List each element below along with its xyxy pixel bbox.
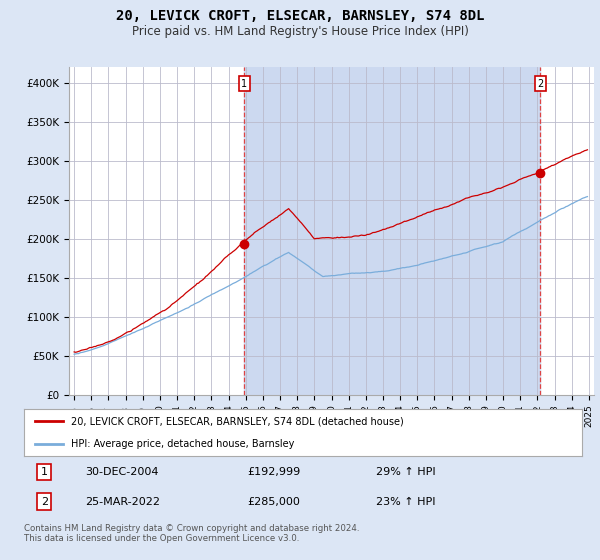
Text: Price paid vs. HM Land Registry's House Price Index (HPI): Price paid vs. HM Land Registry's House … xyxy=(131,25,469,38)
Text: 1: 1 xyxy=(241,78,247,88)
Text: £192,999: £192,999 xyxy=(247,467,301,477)
Text: £285,000: £285,000 xyxy=(247,497,300,507)
Text: 25-MAR-2022: 25-MAR-2022 xyxy=(85,497,160,507)
Text: 2: 2 xyxy=(41,497,48,507)
Text: 20, LEVICK CROFT, ELSECAR, BARNSLEY, S74 8DL: 20, LEVICK CROFT, ELSECAR, BARNSLEY, S74… xyxy=(116,9,484,23)
Text: 20, LEVICK CROFT, ELSECAR, BARNSLEY, S74 8DL (detached house): 20, LEVICK CROFT, ELSECAR, BARNSLEY, S74… xyxy=(71,416,404,426)
Text: 1: 1 xyxy=(41,467,48,477)
Text: HPI: Average price, detached house, Barnsley: HPI: Average price, detached house, Barn… xyxy=(71,439,295,449)
Text: 23% ↑ HPI: 23% ↑ HPI xyxy=(376,497,435,507)
Text: 30-DEC-2004: 30-DEC-2004 xyxy=(85,467,159,477)
Text: Contains HM Land Registry data © Crown copyright and database right 2024.
This d: Contains HM Land Registry data © Crown c… xyxy=(24,524,359,543)
Text: 29% ↑ HPI: 29% ↑ HPI xyxy=(376,467,435,477)
Bar xyxy=(244,67,540,395)
Text: 2: 2 xyxy=(537,78,544,88)
